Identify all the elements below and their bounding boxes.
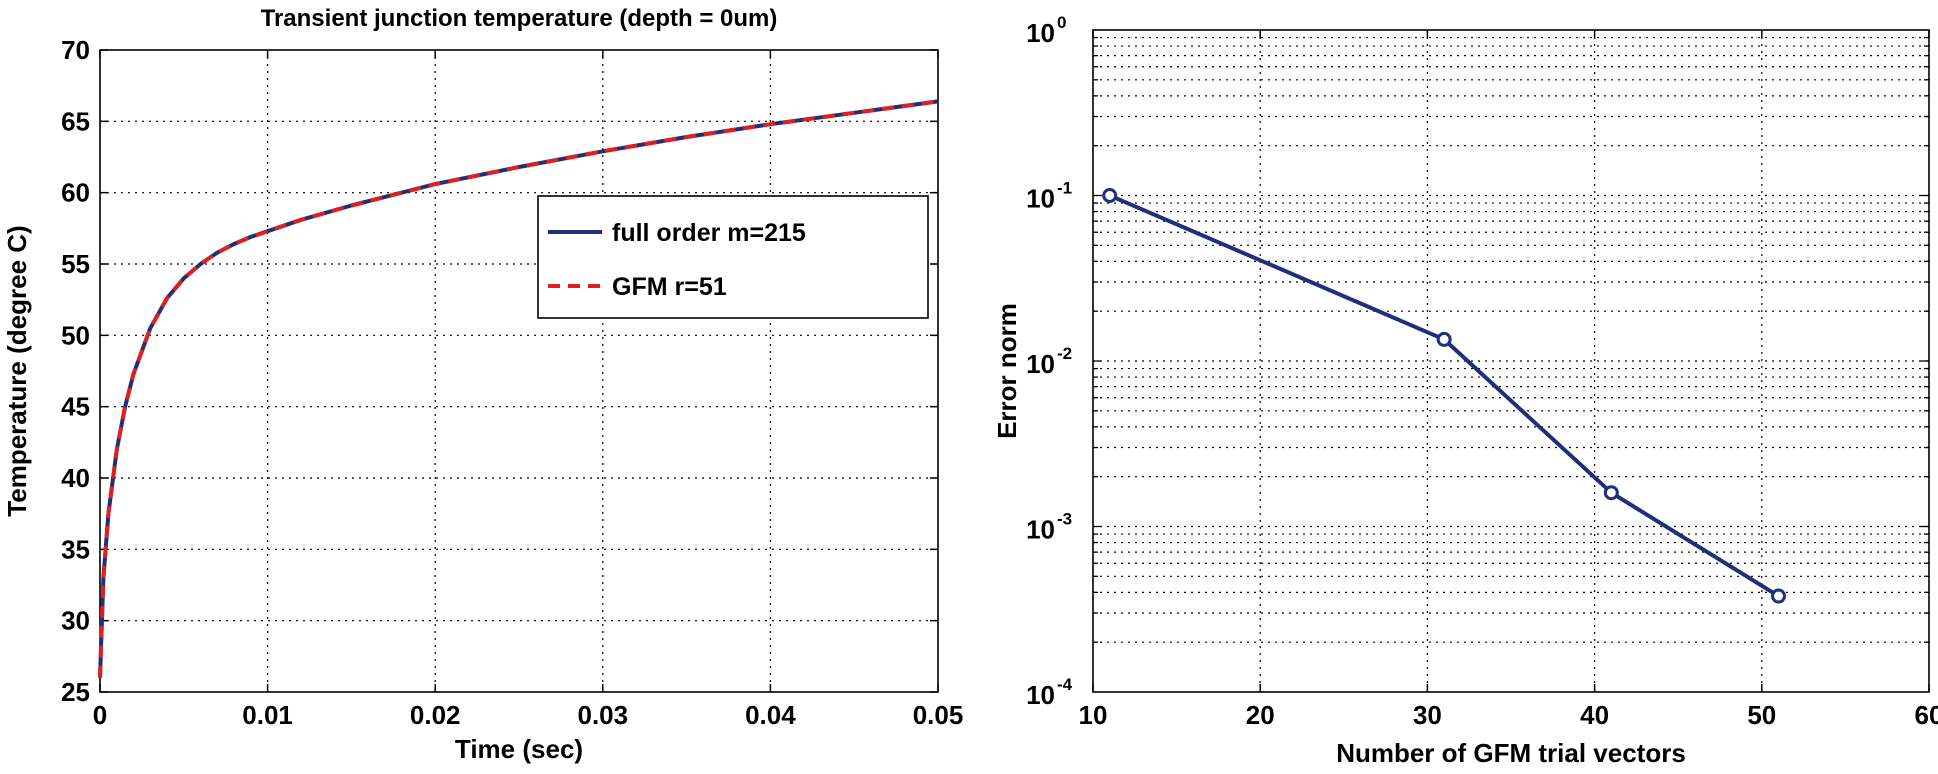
series-line-gfm	[98, 99, 939, 678]
left-chart: 0 0.01 0.02 0.03 0.04 0.05 25 30 35 40 45 50 55 60 65…	[2, 5, 963, 764]
right-y-tick-base: 10	[1026, 18, 1055, 48]
right-x-tick-labels: 10 20 30 40 50 60	[1079, 700, 1938, 730]
right-y-tick-base: 10	[1026, 680, 1055, 710]
right-y-tick-exponent: -3	[1057, 510, 1072, 529]
left-x-axis-label: Time (sec)	[455, 734, 583, 764]
left-y-tick-label: 70	[61, 35, 90, 65]
right-y-tick-base: 10	[1026, 349, 1055, 379]
right-x-tick-label: 40	[1580, 700, 1609, 730]
left-tick-marks	[99, 49, 939, 693]
right-y-tick-label: 10 -1	[1026, 179, 1072, 214]
legend-label-gfm: GFM r=51	[612, 273, 727, 301]
left-y-tick-label: 40	[61, 463, 90, 493]
right-y-tick-base: 10	[1026, 184, 1055, 214]
right-y-axis-label: Error norm	[992, 303, 1022, 439]
right-y-tick-label: 10 -2	[1026, 344, 1072, 379]
right-x-tick-label: 50	[1747, 700, 1776, 730]
left-y-tick-label: 60	[61, 178, 90, 208]
left-y-tick-label: 35	[61, 534, 90, 564]
data-point-marker	[1771, 588, 1787, 604]
right-x-tick-label: 60	[1915, 700, 1938, 730]
right-plot-frame	[1092, 29, 1930, 693]
left-y-tick-label: 45	[61, 392, 90, 422]
left-x-tick-labels: 0 0.01 0.02 0.03 0.04 0.05	[93, 700, 964, 730]
left-x-tick-label: 0.01	[242, 700, 293, 730]
left-x-tick-label: 0.05	[913, 700, 964, 730]
right-x-tick-label: 10	[1079, 700, 1108, 730]
left-y-tick-label: 30	[61, 606, 90, 636]
left-y-tick-label: 25	[61, 677, 90, 707]
right-series-line	[1102, 188, 1787, 604]
right-gridlines	[1093, 30, 1929, 692]
left-chart-title: Transient junction temperature (depth = …	[261, 5, 778, 32]
right-y-tick-exponent: -2	[1057, 344, 1072, 363]
right-y-tick-base: 10	[1026, 515, 1055, 545]
left-y-tick-labels: 25 30 35 40 45 50 55 60 65 70	[61, 35, 90, 707]
left-y-tick-label: 65	[61, 106, 90, 136]
data-point-marker	[1102, 188, 1118, 203]
data-point-marker	[1436, 331, 1452, 347]
right-y-tick-label: 10 -4	[1026, 675, 1073, 710]
left-y-axis-label: Temperature (degree C)	[2, 225, 32, 516]
left-plot-frame	[99, 49, 939, 693]
left-x-tick-label: 0	[93, 700, 107, 730]
right-y-tick-label: 10 0	[1026, 13, 1066, 48]
right-x-tick-label: 30	[1413, 700, 1442, 730]
legend-box	[537, 195, 929, 319]
right-y-tick-exponent: -1	[1057, 179, 1072, 198]
right-x-axis-label: Number of GFM trial vectors	[1336, 738, 1686, 768]
data-point-marker	[1603, 485, 1619, 501]
left-x-tick-label: 0.04	[745, 700, 796, 730]
left-x-tick-label: 0.02	[410, 700, 461, 730]
legend-label-full-order: full order m=215	[612, 219, 806, 247]
right-y-tick-label: 10 -3	[1026, 510, 1072, 545]
series-line-error	[1108, 193, 1780, 598]
left-y-tick-label: 55	[61, 249, 90, 279]
right-tick-marks	[1092, 30, 1930, 692]
right-y-tick-exponent: 0	[1057, 13, 1066, 32]
left-x-tick-label: 0.03	[577, 700, 628, 730]
left-gridlines	[100, 50, 938, 692]
left-series-lines	[98, 99, 939, 678]
left-legend: full order m=215 GFM r=51	[537, 195, 929, 319]
left-y-tick-label: 50	[61, 320, 90, 350]
right-y-tick-exponent: -4	[1057, 675, 1073, 694]
right-x-tick-label: 20	[1246, 700, 1275, 730]
series-line-full-order	[98, 99, 939, 678]
